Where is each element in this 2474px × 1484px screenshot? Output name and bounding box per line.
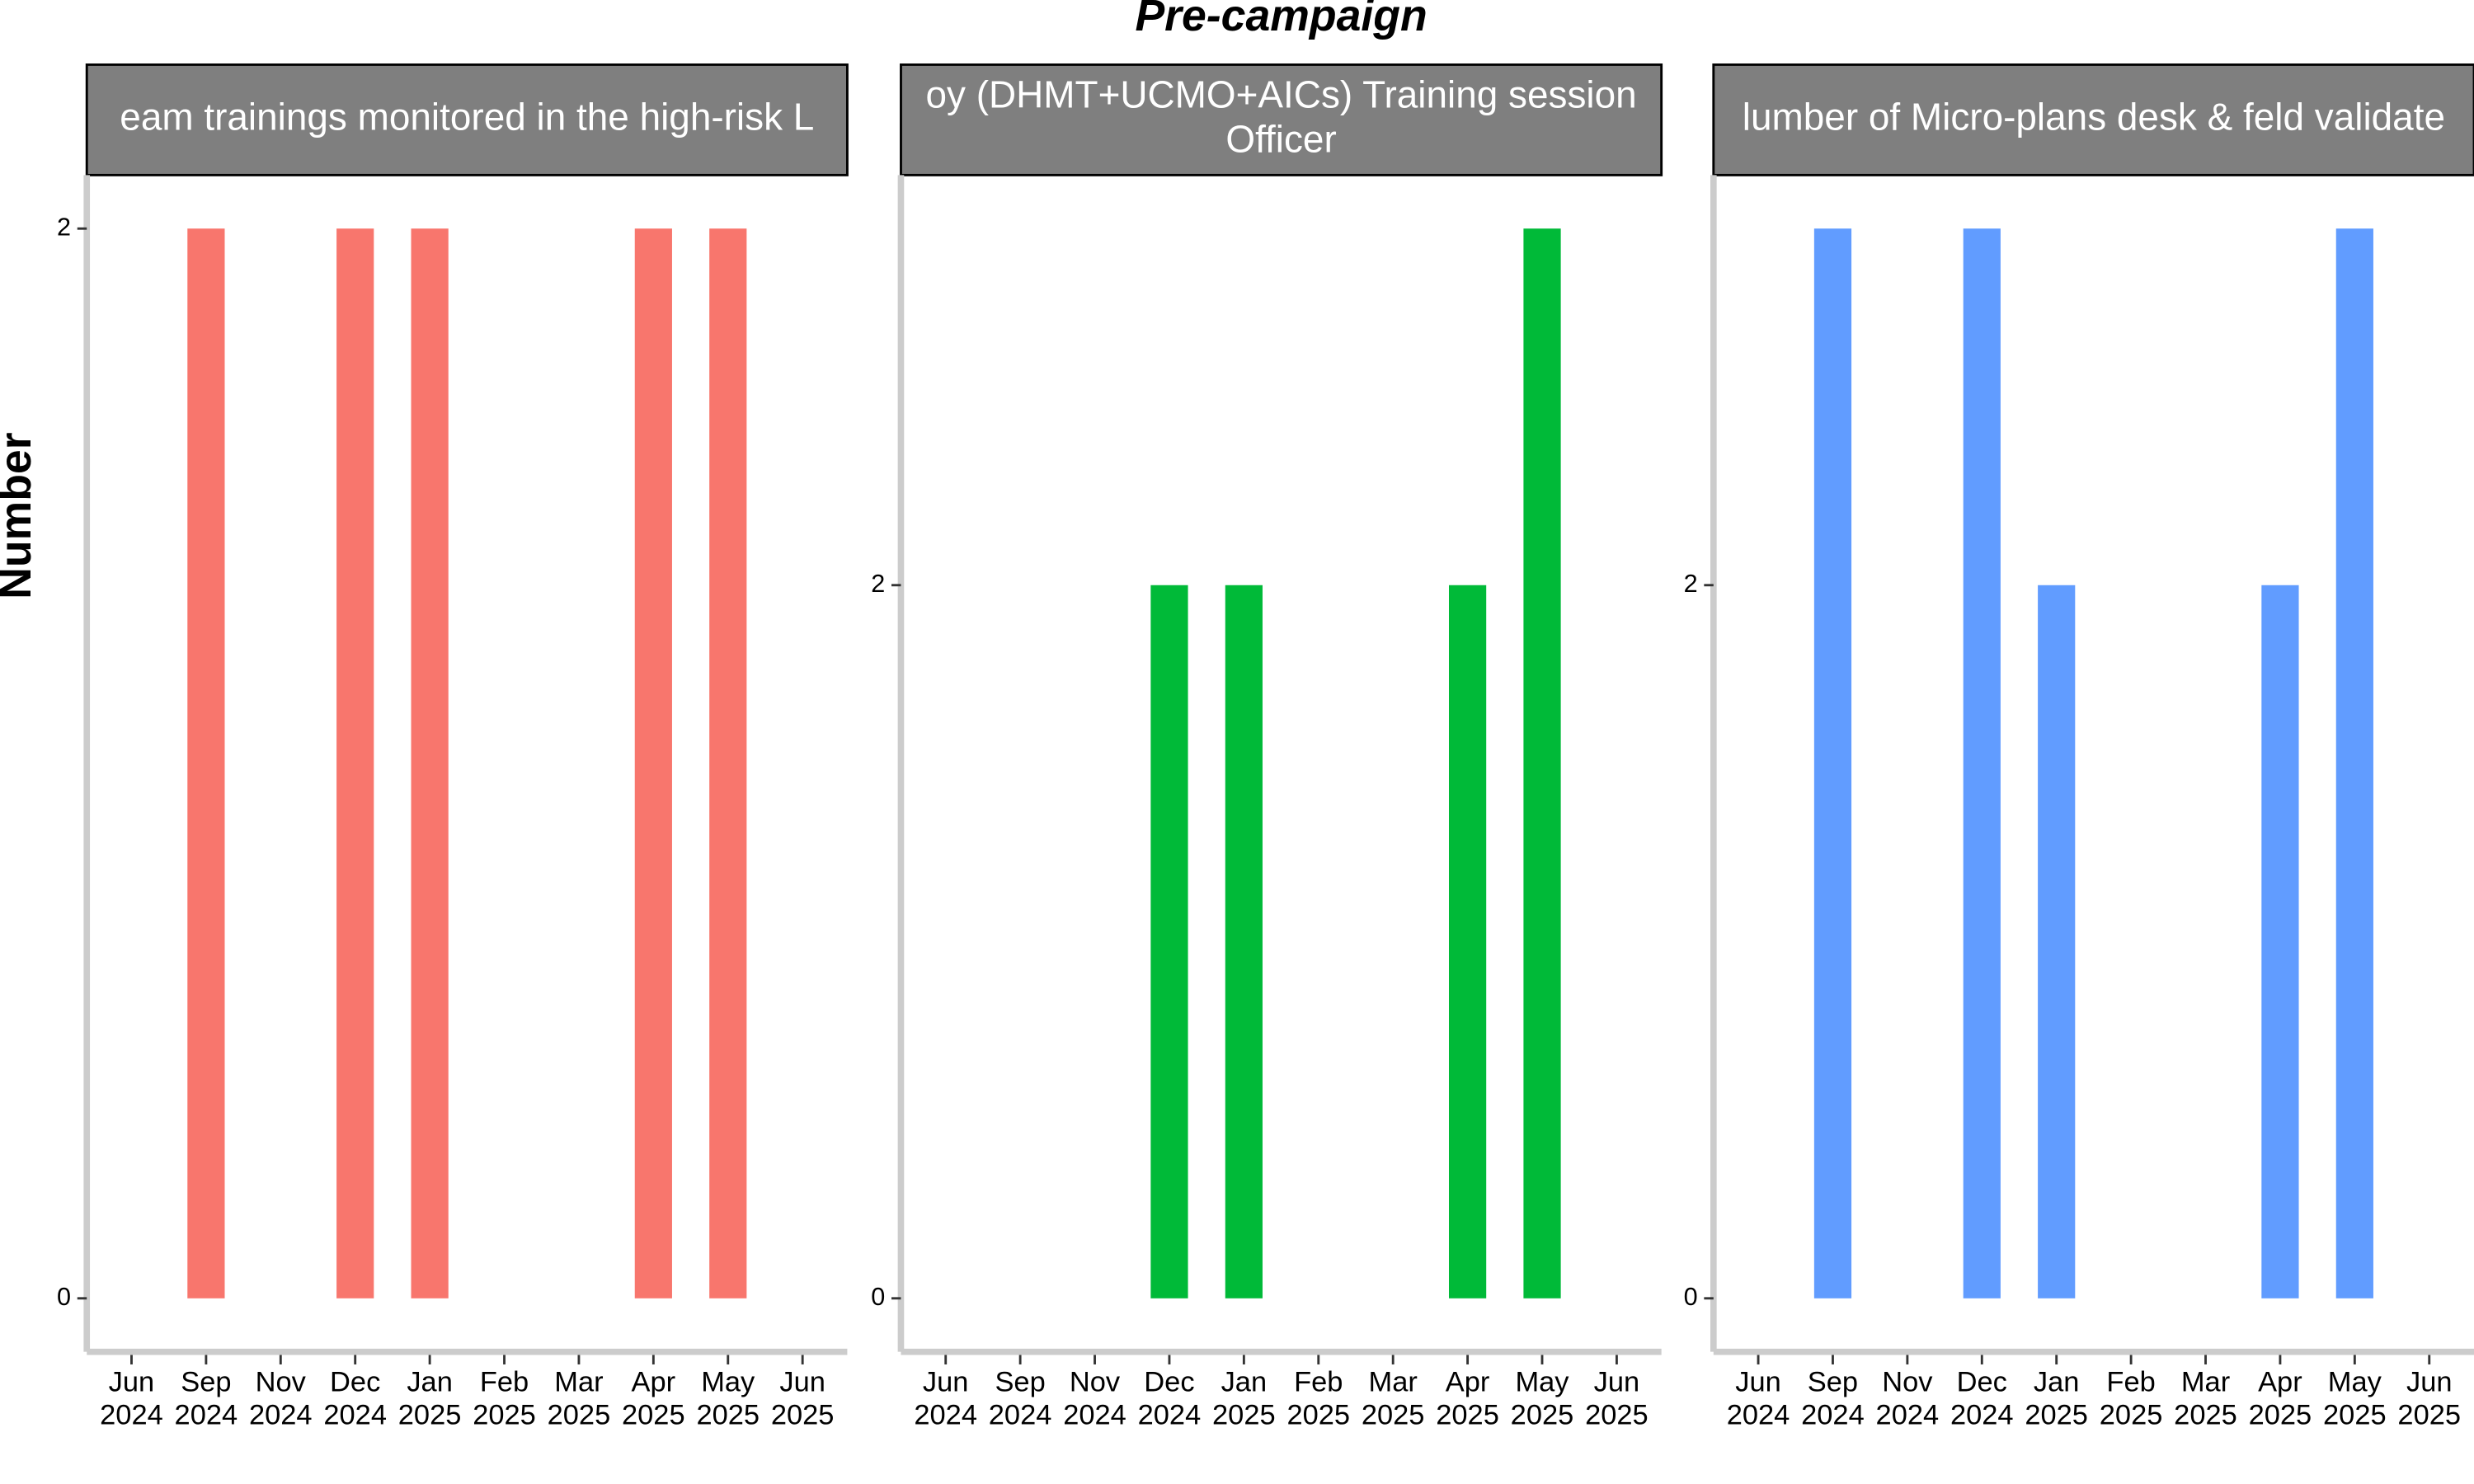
x-tick-label: Feb 2025 (473, 1365, 536, 1431)
x-tick-label: Apr 2025 (2248, 1365, 2312, 1431)
facet-title: lumber of Micro-plans desk & feld valida… (1743, 96, 2445, 139)
x-tick-label: Dec 2024 (323, 1365, 387, 1431)
x-tick-label: Mar 2025 (1361, 1365, 1425, 1431)
y-tick-label: 2 (57, 213, 71, 241)
bar (2038, 585, 2076, 1298)
strip-text-group: eam trainings monitored in the high-risk… (120, 96, 814, 139)
x-tick-label: Jun 2024 (100, 1365, 163, 1431)
x-tick-label: Jun 2025 (2397, 1365, 2462, 1431)
x-tick-label-box: May 2025 (696, 1365, 760, 1431)
x-tick-label-box: Feb 2025 (473, 1365, 536, 1431)
x-tick-label-box: Jun 2025 (770, 1365, 835, 1431)
y-tick-label: 2 (871, 570, 885, 598)
bar (634, 228, 672, 1298)
x-tick-label: Apr 2025 (1436, 1365, 1499, 1431)
x-tick-label: Dec 2024 (1137, 1365, 1202, 1431)
x-tick-label-box: Nov 2024 (1875, 1365, 1940, 1431)
x-tick-label-box: Feb 2025 (1286, 1365, 1351, 1431)
y-tick-label: 0 (57, 1283, 71, 1311)
facet-strip (85, 63, 849, 176)
x-tick-label-box: Mar 2025 (2174, 1365, 2237, 1431)
x-tick-label-box: May 2025 (2323, 1365, 2387, 1431)
y-tick-label: 0 (1684, 1283, 1698, 1311)
facet-strip (1712, 63, 2474, 176)
x-tick-label-box: Jan 2025 (397, 1365, 462, 1431)
x-tick-label: May 2025 (2323, 1365, 2387, 1431)
x-tick-label-box: Dec 2024 (1137, 1365, 1202, 1431)
y-axis-label: Number (0, 432, 40, 599)
x-tick-label-box: Dec 2024 (323, 1365, 387, 1431)
x-tick-label-box: Nov 2024 (1063, 1365, 1126, 1431)
x-tick-label: Jan 2025 (397, 1365, 462, 1431)
facet-title: oy (DHMT+UCMO+AICs) Training session (925, 73, 1636, 116)
x-tick-label: Mar 2025 (547, 1365, 611, 1431)
x-tick-label-box: Mar 2025 (547, 1365, 611, 1431)
x-tick-label-box: Jan 2025 (2025, 1365, 2088, 1431)
x-tick-label-box: Jun 2025 (2397, 1365, 2462, 1431)
x-tick-label: Nov 2024 (1063, 1365, 1126, 1431)
x-tick-label-box: Sep 2024 (174, 1365, 238, 1431)
x-tick-label-box: Jun 2024 (1726, 1365, 1790, 1431)
x-tick-label: May 2025 (1510, 1365, 1574, 1431)
x-tick-label-box: Apr 2025 (1436, 1365, 1499, 1431)
x-tick-label-box: Sep 2024 (988, 1365, 1052, 1431)
x-tick-label-box: Dec 2024 (1950, 1365, 2014, 1431)
x-tick-label-box: Jun 2024 (100, 1365, 163, 1431)
x-tick-label-box: Jan 2025 (1212, 1365, 1276, 1431)
strip-text-group: lumber of Micro-plans desk & feld valida… (1743, 96, 2445, 139)
bar (187, 228, 225, 1298)
bar (1225, 585, 1263, 1298)
x-tick-label: Jun 2024 (914, 1365, 977, 1431)
bar (336, 228, 374, 1298)
facet-strip (900, 63, 1663, 176)
bar (2335, 228, 2373, 1298)
x-tick-label-box: Mar 2025 (1361, 1365, 1425, 1431)
x-tick-label-box: Sep 2024 (1801, 1365, 1865, 1431)
bar (1150, 585, 1188, 1298)
y-tick-label: 2 (1684, 570, 1698, 598)
x-tick-label: Dec 2024 (1950, 1365, 2014, 1431)
x-tick-label: Sep 2024 (1801, 1365, 1865, 1431)
x-tick-label-box: Apr 2025 (2248, 1365, 2312, 1431)
x-tick-label: Feb 2025 (1286, 1365, 1351, 1431)
bar (1448, 585, 1487, 1298)
bar (709, 228, 747, 1298)
x-tick-label-box: Jun 2025 (1585, 1365, 1649, 1431)
x-tick-label-box: Apr 2025 (622, 1365, 685, 1431)
facet-title: eam trainings monitored in the high-risk… (120, 96, 814, 139)
x-tick-label-box: May 2025 (1510, 1365, 1574, 1431)
bar (1523, 228, 1561, 1298)
strip-text-group: oy (DHMT+UCMO+AICs) Training sessionOffi… (925, 73, 1636, 161)
chart-title: Pre-campaign (1135, 0, 1427, 40)
x-tick-label: Apr 2025 (622, 1365, 685, 1431)
x-tick-label: Sep 2024 (174, 1365, 238, 1431)
bar (1813, 228, 1852, 1298)
x-tick-label: May 2025 (696, 1365, 760, 1431)
x-tick-label: Nov 2024 (248, 1365, 313, 1431)
x-tick-label: Jan 2025 (1212, 1365, 1276, 1431)
bar (2261, 585, 2299, 1298)
x-tick-label: Jun 2025 (1585, 1365, 1649, 1431)
x-tick-label: Feb 2025 (2099, 1365, 2163, 1431)
x-tick-label: Nov 2024 (1875, 1365, 1940, 1431)
x-tick-label-box: Jun 2024 (914, 1365, 977, 1431)
bar (411, 228, 449, 1298)
x-tick-label: Jun 2025 (770, 1365, 835, 1431)
x-tick-label: Jan 2025 (2025, 1365, 2088, 1431)
facet-title: Officer (1225, 117, 1336, 160)
x-tick-label-box: Feb 2025 (2099, 1365, 2163, 1431)
x-tick-label: Sep 2024 (988, 1365, 1052, 1431)
x-tick-label-box: Nov 2024 (248, 1365, 313, 1431)
x-tick-label: Jun 2024 (1726, 1365, 1790, 1431)
bar (1963, 228, 2001, 1298)
x-tick-label: Mar 2025 (2174, 1365, 2237, 1431)
y-tick-label: 0 (871, 1283, 885, 1311)
